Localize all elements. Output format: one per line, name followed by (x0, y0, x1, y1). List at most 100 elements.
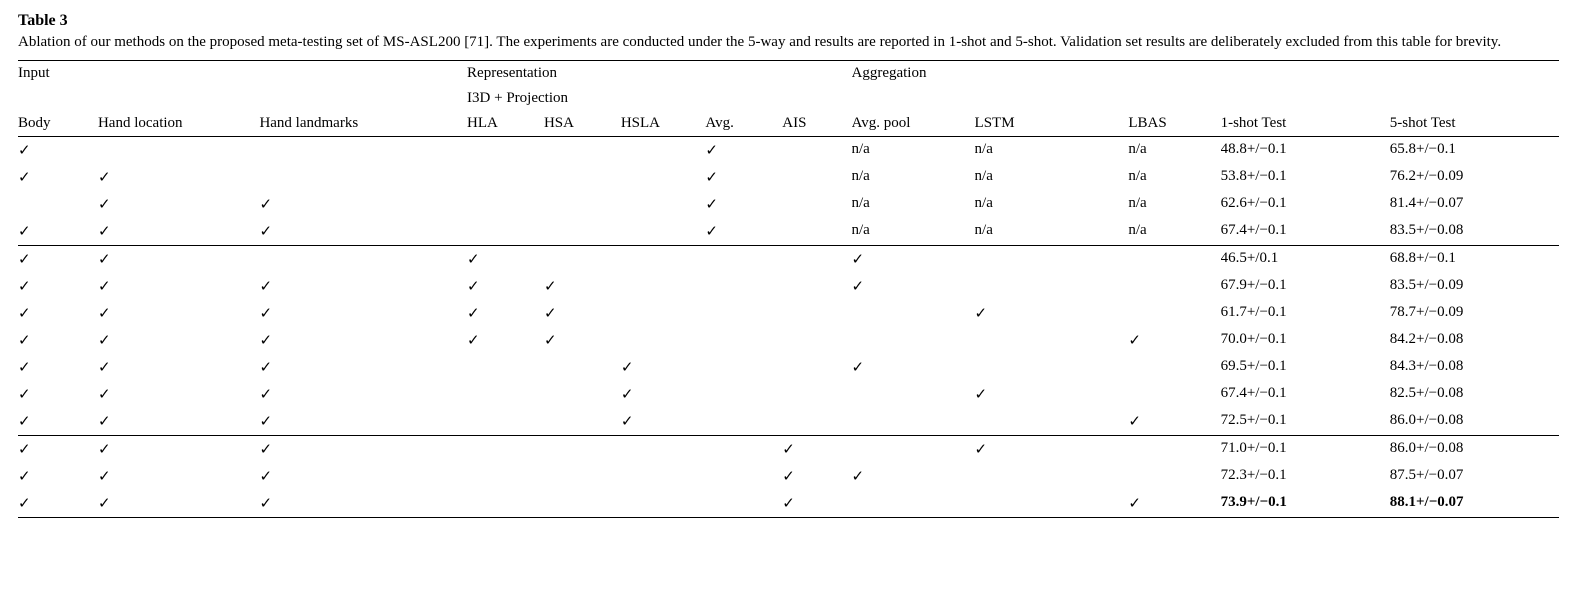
sub-input-spacer (18, 86, 467, 111)
cell-hand-landmarks: ✓ (259, 191, 467, 218)
cell-hla (467, 164, 544, 191)
check-icon: ✓ (259, 196, 272, 213)
cell-ais (782, 273, 851, 300)
check-icon: ✓ (259, 359, 272, 376)
cell-1shot: 72.5+/−0.1 (1221, 408, 1390, 436)
cell-hsla (621, 137, 706, 165)
cell-lbas (1128, 273, 1220, 300)
check-icon: ✓ (467, 278, 480, 295)
cell-1shot: 71.0+/−0.1 (1221, 436, 1390, 464)
cell-hla (467, 381, 544, 408)
check-icon: ✓ (544, 332, 557, 349)
cell-avg-pool: ✓ (852, 463, 975, 490)
cell-avg (705, 354, 782, 381)
table-row: ✓✓✓✓✓71.0+/−0.186.0+/−0.08 (18, 436, 1559, 464)
cell-hsa (544, 490, 621, 518)
cell-hla: ✓ (467, 327, 544, 354)
cell-ais: ✓ (782, 436, 851, 464)
cell-ais (782, 354, 851, 381)
cell-hsla (621, 327, 706, 354)
cell-ais (782, 164, 851, 191)
cell-hla (467, 490, 544, 518)
cell-5shot: 76.2+/−0.09 (1390, 164, 1559, 191)
cell-hand-location: ✓ (98, 381, 259, 408)
cell-avg-pool: ✓ (852, 246, 975, 274)
cell-lstm: ✓ (975, 381, 1129, 408)
check-icon: ✓ (852, 278, 865, 295)
table-row: ✓✓✓✓46.5+/0.168.8+/−0.1 (18, 246, 1559, 274)
cell-avg-pool: n/a (852, 218, 975, 246)
sub-header-row: I3D + Projection (18, 86, 1559, 111)
check-icon: ✓ (98, 359, 111, 376)
cell-lbas (1128, 300, 1220, 327)
cell-ais (782, 381, 851, 408)
check-icon: ✓ (782, 495, 795, 512)
check-icon: ✓ (18, 223, 31, 240)
check-icon: ✓ (98, 495, 111, 512)
cell-hla (467, 137, 544, 165)
cell-hla: ✓ (467, 300, 544, 327)
cell-hsla (621, 490, 706, 518)
col-ais: AIS (782, 111, 851, 137)
cell-lbas: n/a (1128, 137, 1220, 165)
cell-hand-location: ✓ (98, 246, 259, 274)
col-hsa: HSA (544, 111, 621, 137)
cell-avg (705, 381, 782, 408)
col-5shot: 5-shot Test (1390, 111, 1559, 137)
cell-5shot: 86.0+/−0.08 (1390, 436, 1559, 464)
cell-hand-landmarks: ✓ (259, 408, 467, 436)
cell-hsla: ✓ (621, 408, 706, 436)
col-hand-location: Hand location (98, 111, 259, 137)
cell-1shot: 62.6+/−0.1 (1221, 191, 1390, 218)
cell-hsa (544, 408, 621, 436)
check-icon: ✓ (782, 468, 795, 485)
cell-hsla (621, 191, 706, 218)
check-icon: ✓ (259, 223, 272, 240)
cell-hsla (621, 436, 706, 464)
table-label: Table 3 (18, 12, 1559, 30)
check-icon: ✓ (852, 359, 865, 376)
cell-hand-location: ✓ (98, 191, 259, 218)
check-icon: ✓ (98, 251, 111, 268)
sub-representation: I3D + Projection (467, 86, 851, 111)
check-icon: ✓ (18, 169, 31, 186)
table-row: ✓✓✓n/an/an/a62.6+/−0.181.4+/−0.07 (18, 191, 1559, 218)
cell-hsa (544, 463, 621, 490)
cell-hand-location: ✓ (98, 300, 259, 327)
cell-avg-pool (852, 408, 975, 436)
cell-5shot: 81.4+/−0.07 (1390, 191, 1559, 218)
cell-ais: ✓ (782, 490, 851, 518)
cell-hand-landmarks: ✓ (259, 354, 467, 381)
cell-body: ✓ (18, 300, 98, 327)
cell-hsla (621, 164, 706, 191)
check-icon: ✓ (18, 142, 31, 159)
cell-1shot: 69.5+/−0.1 (1221, 354, 1390, 381)
cell-hand-location: ✓ (98, 408, 259, 436)
check-icon: ✓ (975, 441, 988, 458)
cell-lbas (1128, 246, 1220, 274)
cell-hsla (621, 218, 706, 246)
cell-lstm (975, 354, 1129, 381)
cell-hsa (544, 354, 621, 381)
check-icon: ✓ (259, 413, 272, 430)
cell-avg (705, 273, 782, 300)
cell-hsa: ✓ (544, 300, 621, 327)
cell-avg-pool (852, 381, 975, 408)
check-icon: ✓ (18, 495, 31, 512)
group-representation: Representation (467, 61, 851, 87)
cell-hand-landmarks: ✓ (259, 273, 467, 300)
cell-lstm (975, 246, 1129, 274)
col-hand-landmarks: Hand landmarks (259, 111, 467, 137)
check-icon: ✓ (259, 468, 272, 485)
cell-avg: ✓ (705, 164, 782, 191)
cell-hsla (621, 273, 706, 300)
col-body: Body (18, 111, 98, 137)
check-icon: ✓ (18, 251, 31, 268)
cell-lbas: n/a (1128, 191, 1220, 218)
check-icon: ✓ (705, 169, 718, 186)
cell-5shot: 88.1+/−0.07 (1390, 490, 1559, 518)
cell-hand-landmarks: ✓ (259, 218, 467, 246)
cell-hand-landmarks: ✓ (259, 381, 467, 408)
cell-avg (705, 300, 782, 327)
cell-hsa (544, 381, 621, 408)
